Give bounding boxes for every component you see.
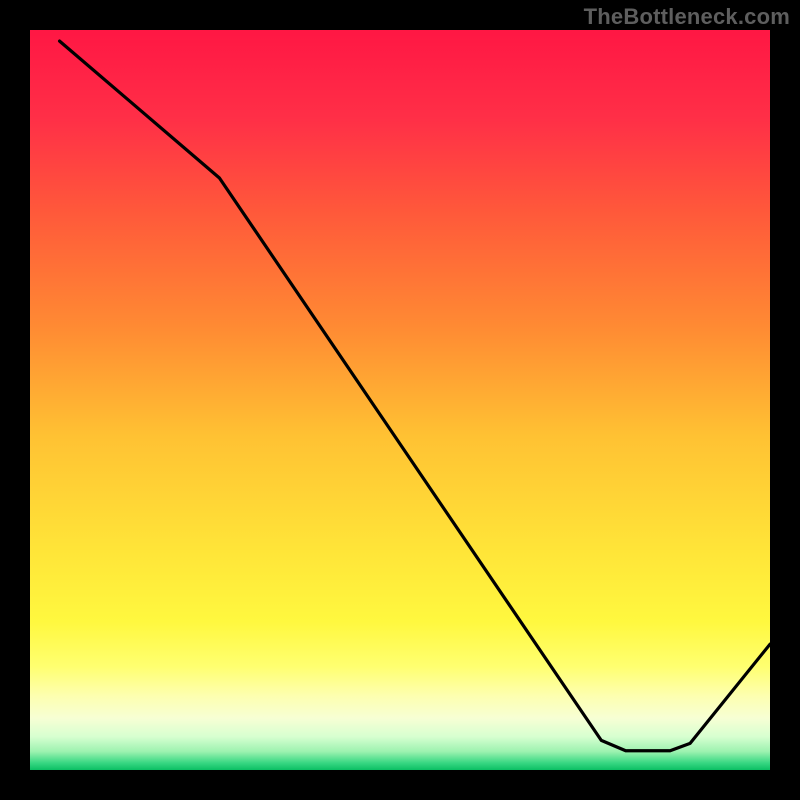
chart-frame: TheBottleneck.com [0,0,800,800]
watermark-text: TheBottleneck.com [584,4,790,30]
chart-svg [30,30,770,770]
bottleneck-chart [30,30,770,770]
